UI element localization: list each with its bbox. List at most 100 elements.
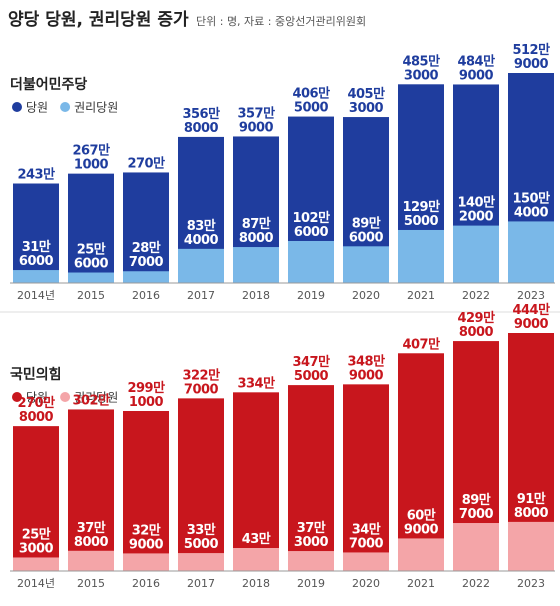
value-label-line: 37만	[77, 519, 106, 535]
value-label: 60만 9000	[404, 507, 439, 537]
value-label: 485만 3000	[402, 53, 440, 83]
legend-marker	[12, 102, 22, 112]
value-label-line: 512만	[512, 42, 550, 58]
value-label: 32만 9000	[129, 522, 164, 552]
bar	[68, 173, 114, 283]
value-label-line: 5000	[184, 537, 219, 552]
value-label-line: 1000	[129, 394, 164, 409]
x-tick-label: 2022	[462, 577, 490, 590]
value-label-line: 37만	[297, 520, 326, 536]
bar	[288, 385, 334, 571]
x-tick-label: 2017	[187, 289, 215, 302]
value-label: 33만 5000	[184, 522, 219, 552]
value-label-line: 6000	[349, 230, 384, 245]
value-label-line: 150만	[512, 190, 550, 206]
x-tick-label: 2023	[517, 289, 545, 302]
value-label-line: 429만	[457, 310, 495, 326]
value-label: 405만 3000	[347, 86, 385, 116]
value-label-line: 357만	[237, 105, 275, 121]
value-label-line: 3000	[294, 535, 329, 550]
value-label-line: 8000	[459, 325, 494, 340]
value-label-line: 405만	[347, 86, 385, 102]
value-label: 37만 3000	[294, 520, 329, 550]
value-label-line: 102만	[292, 209, 330, 225]
value-label: 348만 9000	[347, 353, 385, 383]
legend-marker	[12, 392, 22, 402]
value-label-line: 267만	[72, 142, 110, 158]
legend-label: 당원	[26, 101, 48, 115]
value-label: 129만 5000	[402, 198, 440, 228]
value-label: 28만 7000	[129, 240, 164, 270]
value-label: 334만	[237, 375, 275, 391]
value-label: 429만 8000	[457, 310, 495, 340]
value-label-line: 334만	[237, 375, 275, 391]
x-tick-label: 2020	[352, 577, 380, 590]
bar	[398, 353, 444, 571]
value-label-line: 8000	[184, 120, 219, 135]
bar	[288, 551, 334, 571]
value-label: 87만 8000	[239, 216, 274, 246]
note: 단위 : 명, 자료 : 중앙선거관리위원회	[196, 15, 366, 28]
value-label-line: 322만	[182, 367, 220, 383]
value-label-line: 33만	[187, 522, 216, 538]
value-label-line: 25만	[22, 526, 51, 542]
value-label-line: 9000	[514, 57, 549, 72]
value-label: 267만 1000	[72, 142, 110, 172]
x-tick-label: 2015	[77, 289, 105, 302]
value-label: 89만 6000	[349, 215, 384, 245]
value-label: 357만 9000	[237, 105, 275, 135]
value-label: 25만 3000	[19, 526, 54, 556]
value-label-line: 406만	[292, 85, 330, 101]
legend-label: 권리당원	[74, 391, 118, 405]
value-label-line: 484만	[457, 53, 495, 69]
value-label: 270만	[127, 155, 165, 171]
value-label: 25만 6000	[74, 241, 109, 271]
value-label-line: 7000	[459, 507, 494, 522]
value-label-line: 91만	[517, 490, 546, 506]
bar	[123, 172, 169, 283]
value-label: 356만 8000	[182, 105, 220, 135]
legend-label: 당원	[26, 391, 48, 405]
value-label-line: 5000	[404, 213, 439, 228]
x-tick-label: 2017	[187, 577, 215, 590]
value-label: 89만 7000	[459, 492, 494, 522]
value-label-line: 9000	[239, 120, 274, 135]
value-label: 444만 9000	[512, 302, 550, 332]
value-label: 102만 6000	[292, 209, 330, 239]
value-label-line: 9000	[349, 368, 384, 383]
value-label: 91만 8000	[514, 490, 549, 520]
value-label-line: 299만	[127, 379, 165, 395]
x-tick-label: 2015	[77, 577, 105, 590]
x-tick-label: 2023	[517, 577, 545, 590]
x-tick-label: 2014년	[17, 289, 55, 302]
value-label-line: 28만	[132, 240, 161, 256]
value-label-line: 60만	[407, 507, 436, 523]
value-label-line: 43만	[242, 530, 271, 546]
legend-marker	[60, 392, 71, 402]
value-label-line: 83만	[187, 217, 216, 233]
value-label: 83만 4000	[184, 217, 219, 247]
bar	[13, 426, 59, 571]
value-label: 484만 9000	[457, 53, 495, 83]
value-label-line: 5000	[294, 100, 329, 115]
value-label-line: 32만	[132, 522, 161, 538]
x-tick-label: 2016	[132, 577, 160, 590]
x-tick-label: 2019	[297, 289, 325, 302]
title: 양당 당원, 권리당원 증가	[8, 10, 189, 30]
value-label-line: 348만	[347, 353, 385, 369]
value-label: 34만 7000	[349, 521, 384, 551]
value-label-line: 9000	[129, 537, 164, 552]
value-label: 322만 7000	[182, 367, 220, 397]
value-label: 302만	[72, 392, 110, 408]
x-tick-label: 2018	[242, 289, 270, 302]
x-tick-label: 2022	[462, 289, 490, 302]
bar	[508, 521, 554, 571]
value-label-line: 31만	[22, 239, 51, 255]
x-tick-label: 2016	[132, 289, 160, 302]
value-label-line: 8000	[74, 534, 109, 549]
value-label-line: 9000	[459, 68, 494, 83]
value-label-line: 270만	[17, 395, 55, 411]
value-label: 140만 2000	[457, 194, 495, 224]
panel-title: 더불어민주당	[10, 76, 87, 93]
